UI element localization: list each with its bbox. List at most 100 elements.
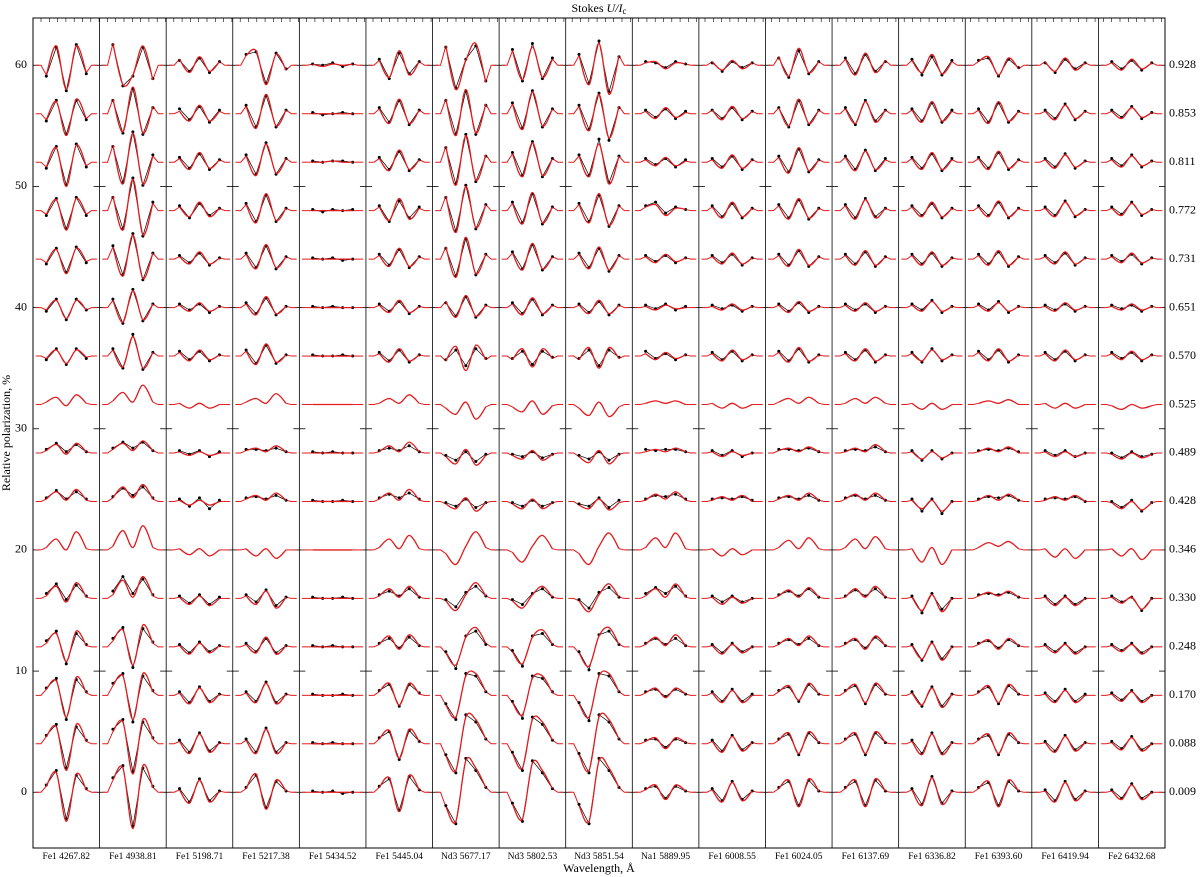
observed-point: [510, 452, 514, 456]
model-profile: [245, 445, 287, 453]
model-profile: [645, 304, 686, 311]
observed-point: [444, 598, 448, 602]
observed-point: [910, 107, 914, 111]
observed-point: [377, 57, 381, 61]
baseline-tail: [35, 547, 47, 551]
plot-frame: [32, 17, 1166, 849]
model-profile: [112, 178, 154, 236]
observed-point: [274, 493, 278, 497]
baseline-tail: [485, 64, 497, 83]
model-profile: [378, 441, 420, 453]
baseline-tail: [435, 694, 447, 706]
baseline-tail: [818, 207, 830, 212]
baseline-tail: [368, 60, 380, 66]
observed-point: [254, 600, 258, 604]
model-profile: [378, 50, 420, 79]
observed-point: [710, 787, 714, 791]
observed-point: [44, 119, 48, 123]
baseline-tail: [501, 791, 513, 805]
observed-point: [1110, 157, 1114, 161]
model-profile: [1044, 735, 1086, 753]
observed-point: [587, 668, 591, 672]
observed-point: [454, 458, 458, 462]
model-profile: [378, 682, 420, 706]
baseline-tail: [834, 643, 846, 648]
model-profile: [1044, 154, 1086, 169]
model-profile: [445, 236, 487, 278]
baseline-tail: [768, 788, 780, 793]
model-profile: [911, 349, 953, 362]
observed-point: [873, 587, 877, 591]
model-profile: [45, 531, 87, 551]
baseline-tail: [901, 60, 913, 66]
model-profile: [1111, 58, 1153, 71]
observed-point: [664, 495, 668, 499]
baseline-tail: [419, 789, 430, 793]
phase-label: 0.009: [1169, 784, 1196, 798]
observed-point: [397, 758, 401, 762]
model-profile: [445, 448, 487, 466]
baseline-tail: [235, 739, 247, 745]
baseline-tail: [435, 743, 447, 757]
observed-point: [607, 138, 611, 142]
baseline-tail: [168, 789, 180, 793]
baseline-tail: [618, 452, 630, 455]
baseline-tail: [102, 448, 114, 454]
baseline-tail: [168, 206, 180, 212]
model-profile: [1111, 596, 1153, 610]
baseline-tail: [1084, 160, 1096, 163]
baseline-tail: [568, 404, 580, 409]
baseline-tail: [501, 549, 513, 553]
observed-point: [607, 458, 611, 462]
baseline-tail: [485, 204, 497, 212]
observed-point: [577, 201, 581, 205]
line-label: Fe1 4267.82: [43, 852, 91, 862]
baseline-tail: [618, 548, 630, 551]
baseline-tail: [302, 63, 313, 66]
baseline-tail: [1084, 257, 1096, 260]
baseline-tail: [634, 305, 646, 309]
baseline-tail: [552, 788, 564, 793]
observed-point: [587, 457, 591, 461]
observed-point: [151, 153, 155, 157]
model-profile: [45, 675, 87, 718]
model-profile: [645, 784, 686, 801]
baseline-tail: [834, 498, 846, 502]
baseline-tail: [219, 305, 231, 309]
phase-label: 0.731: [1169, 251, 1196, 265]
baseline-tail: [634, 402, 646, 406]
baseline-tail: [552, 206, 564, 212]
model-profile: [445, 497, 487, 512]
baseline-tail: [901, 596, 913, 599]
baseline-tail: [235, 253, 247, 260]
baseline-tail: [418, 61, 430, 66]
baseline-tail: [285, 742, 297, 745]
model-profile: [578, 93, 620, 139]
observed-point: [587, 606, 591, 610]
baseline-tail: [901, 499, 913, 502]
observed-point: [674, 584, 678, 588]
baseline-tail: [419, 645, 430, 648]
observed-point: [617, 498, 621, 502]
model-profile: [711, 735, 753, 753]
observed-point: [64, 598, 68, 602]
observed-point: [577, 52, 581, 56]
model-profile: [978, 590, 1019, 598]
baseline-tail: [701, 109, 713, 115]
observed-point: [843, 252, 847, 256]
observed-point: [520, 455, 524, 459]
observed-point: [1043, 594, 1047, 598]
model-profile: [978, 150, 1019, 171]
observed-point: [930, 592, 934, 596]
baseline-tail: [834, 255, 846, 260]
baseline-tail: [685, 499, 697, 502]
model-profile: [445, 670, 487, 719]
model-profile: [645, 351, 686, 361]
observed-point: [64, 662, 68, 666]
baseline-tail: [552, 596, 564, 599]
baseline-tail: [634, 451, 646, 454]
observed-point: [177, 107, 181, 111]
baseline-tail: [102, 497, 114, 502]
model-profile: [312, 160, 353, 163]
baseline-tail: [1101, 404, 1112, 407]
